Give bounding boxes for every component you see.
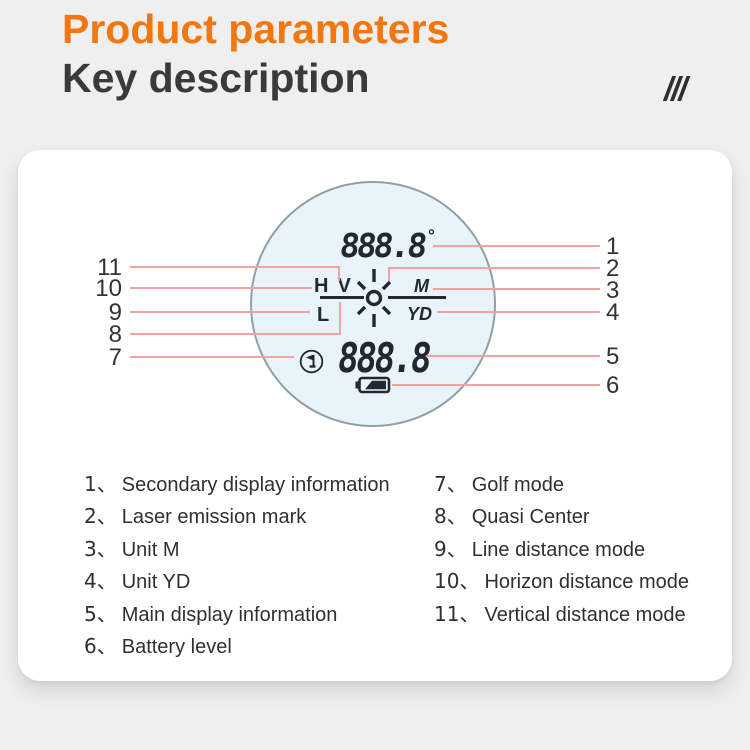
legend-number: 10、 [434,569,480,593]
legend-number: 3、 [84,537,117,561]
legend-label: Golf mode [471,474,564,496]
leader-line-4 [437,311,600,313]
unit-m-label: M [414,276,429,296]
leader-line-2 [389,267,600,269]
legend-number: 8、 [434,504,467,528]
callout-number-10: 10 [95,275,122,302]
mode-v-label: V [337,275,360,297]
page-title: Product parameters [62,6,450,52]
callout-number-1: 1 [606,233,620,260]
quasi-center-left-bar [320,296,364,299]
legend-item-1: 1、 Secondary display information [84,468,390,497]
legend-number: 6、 [84,634,117,658]
legend-item-10: 10、 Horizon distance mode [434,565,689,594]
leader-line-11 [130,266,340,268]
legend-item-8: 8、 Quasi Center [434,500,590,529]
battery-level-icon [355,376,391,394]
secondary-display-value: 888.8 [337,226,427,265]
callout-number-5: 5 [606,343,620,370]
legend-label: Battery level [121,636,232,658]
leader-line-3 [433,288,600,290]
main-display-value: 888.8 [335,334,433,382]
legend-label: Line distance mode [471,539,646,561]
legend-number: 11、 [434,602,480,626]
legend-number: 9、 [434,537,467,561]
page-subtitle: Key description [62,55,370,101]
callout-number-7: 7 [108,344,122,371]
callout-number-8: 8 [108,321,122,348]
legend-label: Horizon distance mode [484,571,690,593]
legend-item-3: 3、 Unit M [84,533,180,562]
legend-item-6: 6、 Battery level [84,630,232,659]
leader-line-7 [130,356,294,358]
legend-item-9: 9、 Line distance mode [434,533,645,562]
leader-line-10 [130,287,312,289]
unit-yd-label: YD [407,304,433,324]
leader-line-11-drop [338,266,340,281]
leader-line-1 [433,245,600,247]
callout-number-4: 4 [606,299,620,326]
leader-line-8-rise [339,302,341,333]
slashes-decoration: /// [664,70,687,107]
callout-number-11: 11 [97,254,122,281]
laser-emission-reticle-icon [356,269,392,327]
legend-item-5: 5、 Main display information [84,598,337,627]
callout-number-3: 3 [606,277,620,304]
legend-number: 1、 [84,472,117,496]
legend-label: Secondary display information [121,474,390,496]
legend-item-4: 4、 Unit YD [84,565,190,594]
golf-mode-flag-icon [299,349,324,374]
legend-number: 4、 [84,569,117,593]
mode-hv-labels: HV [314,275,360,298]
leader-line-8 [130,333,341,335]
legend-number: 5、 [84,602,117,626]
legend-label: Laser emission mark [121,506,307,528]
callout-number-9: 9 [108,299,122,326]
callout-number-2: 2 [606,255,620,282]
legend-item-11: 11、 Vertical distance mode [434,598,686,627]
leader-line-5 [427,355,600,357]
callout-number-6: 6 [606,372,620,399]
legend-label: Vertical distance mode [484,604,686,626]
mode-l-label: L [317,304,330,326]
leader-line-2-drop [388,267,390,281]
legend-number: 7、 [434,472,467,496]
legend-label: Main display information [121,604,338,626]
quasi-center-right-bar [388,296,446,299]
mode-h-label: H [314,275,338,297]
legend-label: Unit M [121,539,180,561]
degree-symbol: ° [428,226,435,245]
legend-label: Unit YD [121,571,191,593]
leader-line-9 [130,311,310,313]
legend-item-7: 7、 Golf mode [434,468,564,497]
leader-line-6 [392,384,600,386]
legend-label: Quasi Center [471,506,590,528]
legend-number: 2、 [84,504,117,528]
legend-item-2: 2、 Laser emission mark [84,500,306,529]
